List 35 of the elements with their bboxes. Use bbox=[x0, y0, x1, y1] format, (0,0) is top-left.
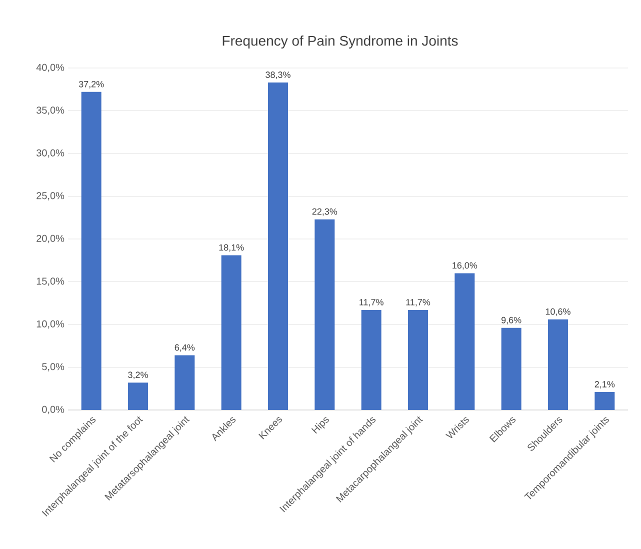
bar bbox=[268, 82, 288, 410]
y-tick-label: 30,0% bbox=[36, 149, 64, 158]
bar bbox=[81, 92, 102, 410]
bar bbox=[314, 219, 335, 410]
data-label: 11,7% bbox=[360, 299, 384, 306]
data-label: 10,6% bbox=[546, 308, 570, 316]
bar bbox=[128, 382, 148, 410]
data-label: 22,3% bbox=[312, 208, 338, 216]
data-label: 2,1% bbox=[594, 381, 615, 388]
data-label: 18,1% bbox=[219, 244, 244, 252]
data-label: 37,2% bbox=[78, 80, 104, 88]
bar bbox=[174, 355, 195, 410]
bar bbox=[221, 255, 242, 410]
y-tick-label: 35,0% bbox=[36, 106, 64, 115]
bar bbox=[548, 319, 568, 410]
y-tick-label: 0,0% bbox=[42, 406, 64, 414]
y-tick-label: 20,0% bbox=[36, 234, 64, 244]
bar bbox=[454, 273, 475, 410]
x-tick-label: Hips bbox=[311, 417, 329, 434]
data-label: 16,0% bbox=[452, 262, 478, 270]
y-tick-label: 40,0% bbox=[36, 64, 64, 72]
bar bbox=[594, 392, 615, 410]
y-tick-label: 10,0% bbox=[36, 320, 64, 329]
data-label: 6,4% bbox=[174, 344, 195, 352]
bar bbox=[408, 310, 428, 410]
data-label: 38,3% bbox=[266, 72, 290, 79]
chart-title: Frequency of Pain Syndrome in Joints bbox=[222, 35, 458, 49]
data-label: 9,6% bbox=[501, 316, 522, 324]
bar bbox=[501, 328, 522, 410]
data-label: 11,7% bbox=[406, 299, 430, 306]
y-tick-label: 5,0% bbox=[42, 363, 64, 372]
y-tick-label: 15,0% bbox=[36, 278, 64, 286]
data-label: 3,2% bbox=[128, 372, 148, 380]
y-tick-label: 25,0% bbox=[36, 192, 64, 200]
bar bbox=[361, 310, 382, 410]
